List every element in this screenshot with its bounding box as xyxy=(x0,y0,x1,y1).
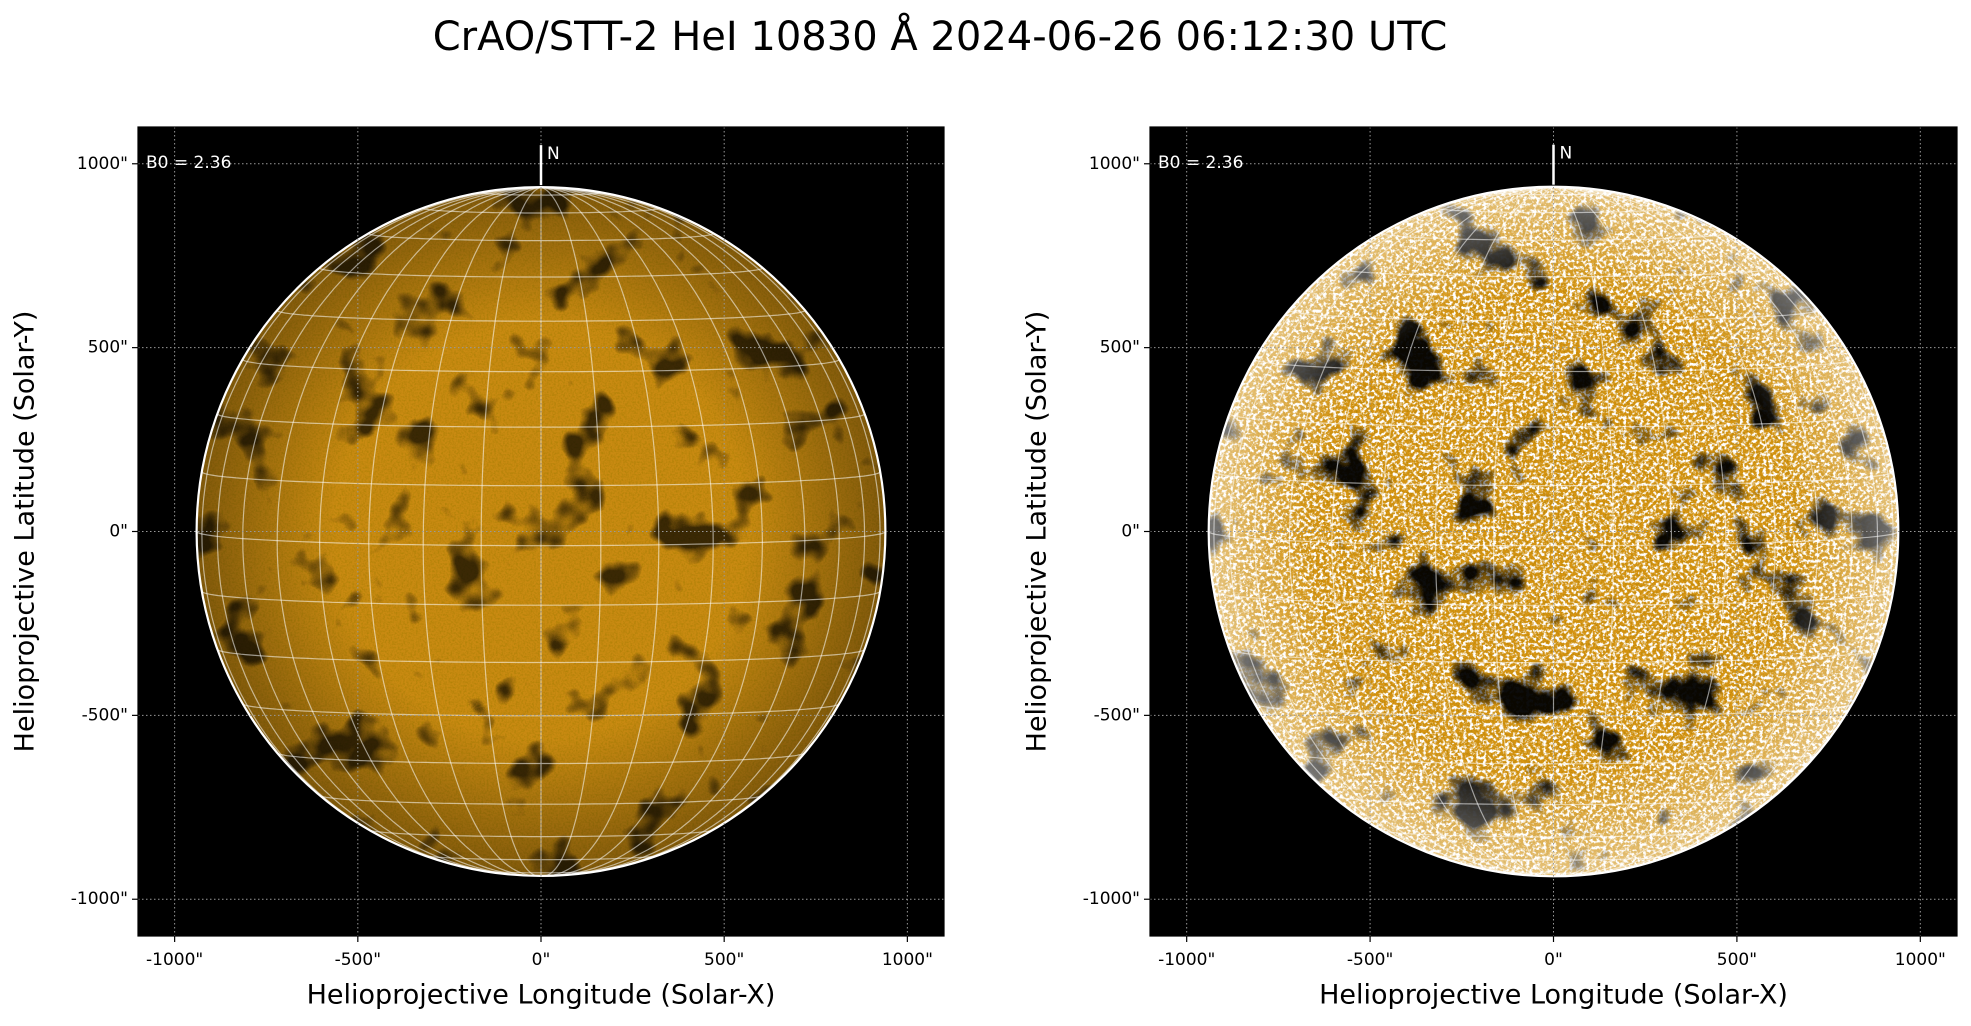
x-tick-label: 1000" xyxy=(882,950,933,970)
y-tick-label: 0" xyxy=(109,522,128,542)
panel: -1000" -500" 0" 500" 1000" -1000" -500" 0" 500" 1… xyxy=(10,126,945,1011)
y-axis-label: Helioprojective Latitude (Solar-Y) xyxy=(10,311,41,753)
parallel xyxy=(276,310,806,322)
x-tick-label: 500" xyxy=(704,950,744,970)
y-tick-label: -1000" xyxy=(71,889,128,909)
meridian xyxy=(540,186,840,875)
meridian xyxy=(1553,186,1727,877)
parallel xyxy=(1213,591,1894,606)
north-label: N xyxy=(547,144,560,164)
x-tick-label: 0" xyxy=(532,950,551,970)
axes-frame xyxy=(137,126,945,937)
meridian xyxy=(1553,186,1853,876)
meridian xyxy=(368,186,542,877)
x-tick-label: -500" xyxy=(335,950,381,970)
y-tick-label: 1000" xyxy=(1089,154,1140,174)
meridian xyxy=(1254,186,1554,876)
parallel xyxy=(201,591,881,606)
y-tick-label: 500" xyxy=(88,338,128,358)
meridian xyxy=(1553,186,1776,877)
parallel xyxy=(1492,191,1615,196)
panel: -1000" -500" 0" 500" 1000" -1000" -500" 0" 500" 1… xyxy=(1022,126,1958,1011)
annotation: B0 = 2.36 xyxy=(146,153,231,173)
meridian xyxy=(1435,186,1554,877)
y-tick-label: -1000" xyxy=(1083,889,1140,909)
parallel xyxy=(369,829,713,838)
parallel xyxy=(1331,267,1776,278)
meridian xyxy=(540,186,602,877)
meridian xyxy=(540,186,806,876)
meridian xyxy=(540,186,714,877)
meridian xyxy=(1553,186,1615,877)
x-tick-label: -500" xyxy=(1347,950,1393,970)
meridian xyxy=(540,186,881,867)
parallel xyxy=(1288,309,1819,322)
meridian xyxy=(1331,186,1554,877)
meridian xyxy=(1553,186,1819,877)
parallel xyxy=(368,232,714,242)
x-tick-label: -1000" xyxy=(1158,950,1215,970)
meridian xyxy=(216,186,542,874)
parallel xyxy=(1229,649,1878,664)
parallel xyxy=(1381,830,1726,838)
meridian xyxy=(276,186,542,876)
parallel xyxy=(201,471,881,487)
y-tick-label: 0" xyxy=(1121,522,1140,542)
meridian xyxy=(1380,186,1554,877)
meridian xyxy=(1553,186,1879,874)
meridian xyxy=(1213,186,1554,867)
axes-frame xyxy=(1149,126,1958,937)
x-axis-label: Helioprojective Longitude (Solar-X) xyxy=(307,980,776,1011)
meridian xyxy=(1228,186,1554,874)
x-tick-label: 0" xyxy=(1544,950,1563,970)
y-tick-label: -500" xyxy=(82,705,128,725)
meridian xyxy=(480,186,542,877)
north-label: N xyxy=(1560,144,1573,164)
meridian xyxy=(1553,186,1894,867)
parallel xyxy=(217,649,865,664)
x-axis-label: Helioprojective Longitude (Solar-X) xyxy=(1319,980,1788,1011)
meridian xyxy=(540,186,660,877)
y-tick-label: 500" xyxy=(1100,338,1140,358)
parallel xyxy=(318,267,764,278)
meridian xyxy=(242,186,542,875)
meridian xyxy=(318,186,542,877)
parallel xyxy=(1435,206,1672,214)
meridian xyxy=(540,186,866,874)
meridian xyxy=(1492,186,1554,877)
x-tick-label: -1000" xyxy=(146,950,203,970)
meridian xyxy=(1288,186,1554,877)
meridian xyxy=(422,186,542,877)
parallel xyxy=(1213,471,1894,487)
parallel xyxy=(196,531,886,547)
x-tick-label: 500" xyxy=(1717,950,1757,970)
meridian xyxy=(201,186,542,867)
parallel xyxy=(1208,531,1899,547)
y-tick-label: -500" xyxy=(1094,705,1140,725)
annotation: B0 = 2.36 xyxy=(1158,153,1243,173)
x-tick-label: 1000" xyxy=(1895,950,1946,970)
parallel xyxy=(422,207,660,214)
meridian xyxy=(1553,186,1672,877)
figure-title: CrAO/STT-2 HeI 10830 Å 2024-06-26 06:12:… xyxy=(433,12,1448,60)
y-axis-label: Helioprojective Latitude (Solar-Y) xyxy=(1022,311,1053,753)
y-tick-label: 1000" xyxy=(77,154,128,174)
meridian xyxy=(540,186,764,877)
